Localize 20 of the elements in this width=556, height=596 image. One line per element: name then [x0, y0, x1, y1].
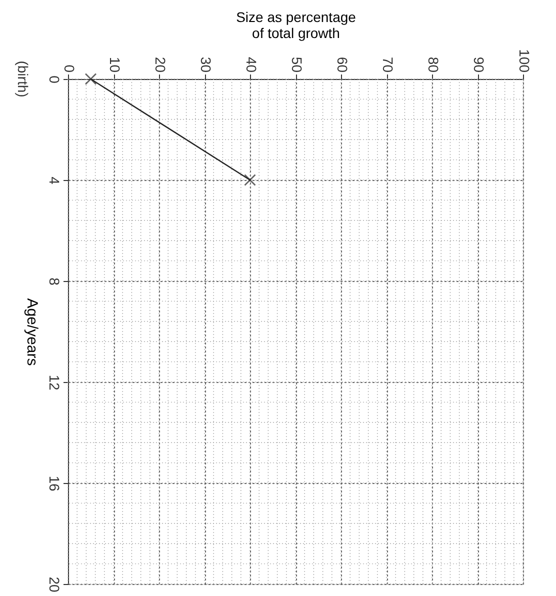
y-tick-label: 8: [46, 278, 62, 286]
text: (birth): [15, 60, 31, 98]
y-axis-title: Age/years: [24, 298, 40, 366]
x-tick-label: 60: [334, 56, 350, 73]
x-tick-label: 10: [107, 56, 123, 73]
x-tick-label: 50: [289, 56, 305, 73]
x-tick-label: 100: [516, 49, 532, 73]
y-tick-label: 0: [46, 76, 62, 84]
x-tick-label: 70: [380, 56, 396, 73]
y-tick-label: 20: [46, 576, 62, 592]
x-tick-label: 20: [152, 56, 168, 73]
x-tick-label: 40: [244, 56, 260, 73]
y-tick-label: 12: [46, 374, 62, 390]
y-tick-label: 16: [46, 476, 62, 492]
x-axis-title: Size as percentage of total growth: [236, 9, 356, 42]
x-tick-label: 80: [426, 56, 442, 73]
x-tick-label: 30: [198, 56, 214, 73]
x-tick-label: 90: [471, 56, 487, 73]
y-tick-label: 4: [46, 176, 62, 185]
x-tick-label: 0: [62, 64, 78, 73]
